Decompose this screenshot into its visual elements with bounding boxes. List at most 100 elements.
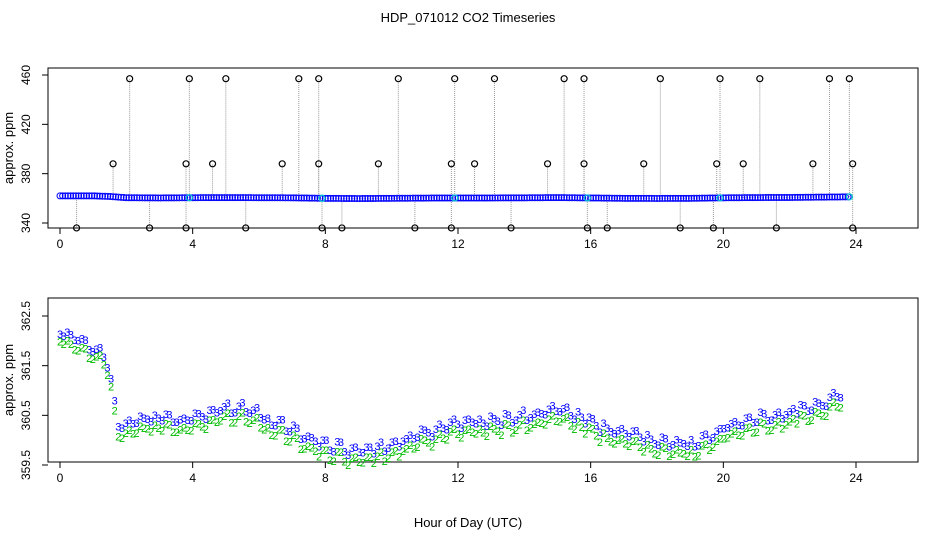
baseline-point [181,194,189,202]
spike-point-low [447,224,455,232]
series-2-point: 2 [827,402,833,414]
baseline-point [799,193,807,201]
spike-point-mid [182,160,190,168]
series-3-point: 3 [269,420,275,432]
series-3-point: 3 [323,435,329,447]
series-3-point: 3 [663,433,669,445]
spike-point-high [825,75,834,83]
baseline-point [579,194,587,202]
series-2-point: 2 [524,425,530,437]
baseline-point [215,194,223,202]
baseline-point [329,194,337,202]
series-2-point: 2 [674,444,680,456]
series-3-point: 3 [725,423,731,435]
series-3-point: 3 [582,418,588,430]
series-3-point: 3 [247,408,253,420]
series-2-point: 2 [440,433,446,445]
series-3-point: 3 [400,436,406,448]
series-3-point: 3 [608,426,614,438]
series-3-point: 3 [272,421,278,433]
series-2-point: 2 [597,437,603,449]
spike-point-mid [713,160,721,168]
series-3-point: 3 [228,408,234,420]
baseline-point [239,194,247,202]
baseline-point [695,194,703,202]
baseline-point [478,194,486,202]
baseline-point [454,194,462,202]
baseline-point [595,194,603,202]
series-3-point: 3 [480,418,486,430]
series-3-point: 3 [473,418,479,430]
series-2-point: 2 [433,434,439,446]
series-3-point: 3 [487,411,493,423]
series-3-point: 3 [502,408,508,420]
series-3-point: 3 [104,362,110,374]
series-3-point: 3 [312,436,318,448]
baseline-point [435,194,443,202]
series-3-point: 3 [112,396,118,408]
series-2-point: 2 [757,417,763,429]
series-2-point: 2 [228,418,234,430]
series-3-point: 3 [498,420,504,432]
series-3-point: 3 [225,398,231,410]
baseline-point [332,194,340,202]
spike-point-mid [374,160,382,168]
series-2-point: 2 [509,427,515,439]
baseline-point [613,194,621,202]
spike-point-low [72,224,81,232]
baseline-point [287,194,295,202]
series-3-point: 3 [57,329,63,341]
baseline-point [557,194,565,202]
series-3-point: 3 [692,442,698,454]
baseline-point [719,194,727,202]
baseline-point [266,194,274,202]
series-2-point: 2 [633,436,639,448]
series-2-point: 2 [225,408,231,420]
series-3-point: 3 [378,437,384,449]
baseline-point [128,194,136,202]
baseline-point [664,194,672,202]
baseline-point [157,194,165,202]
series-2-point: 2 [652,449,658,461]
baseline-point [446,194,454,202]
baseline-point [520,194,528,202]
series-3-point: 3 [630,426,636,438]
series-2-point: 2 [61,339,67,351]
series-2-point: 2 [663,443,669,455]
series-2-point: 2 [75,345,81,357]
baseline-point [226,194,234,202]
baseline-point [701,194,709,202]
baseline-point [616,194,624,202]
series-2-point: 2 [152,420,158,432]
figure-title: HDP_071012 CO2 Timeseries [381,10,556,25]
baseline-point [507,194,515,202]
x-tick-label: 20 [717,471,731,485]
series-3-point: 3 [123,418,129,430]
baseline-point [213,194,221,202]
series-3-point: 3 [181,413,187,425]
series-3-point: 3 [305,431,311,443]
series-2-point: 2 [746,422,752,434]
series-3-point: 3 [517,410,523,422]
spike-point-low [772,224,781,232]
baseline-point [276,194,284,202]
baseline-point [823,193,831,201]
series-3-point: 3 [276,415,282,427]
baseline-point [247,194,255,202]
baseline-point [292,194,300,202]
baseline-point [141,194,149,202]
baseline-point [377,194,385,202]
baseline-point [690,194,698,202]
baseline-point [297,194,305,202]
series-2-point: 2 [203,424,209,436]
baseline-point [473,194,481,202]
series-3-point: 3 [152,410,158,422]
series-3-point: 3 [444,425,450,437]
series-3-point: 3 [170,417,176,429]
baseline-point [462,194,470,202]
series-3-point: 3 [491,414,497,426]
series-2-point: 2 [144,424,150,436]
series-3-point: 3 [414,432,420,444]
series-2-point: 2 [568,420,574,432]
series-3-point: 3 [484,421,490,433]
